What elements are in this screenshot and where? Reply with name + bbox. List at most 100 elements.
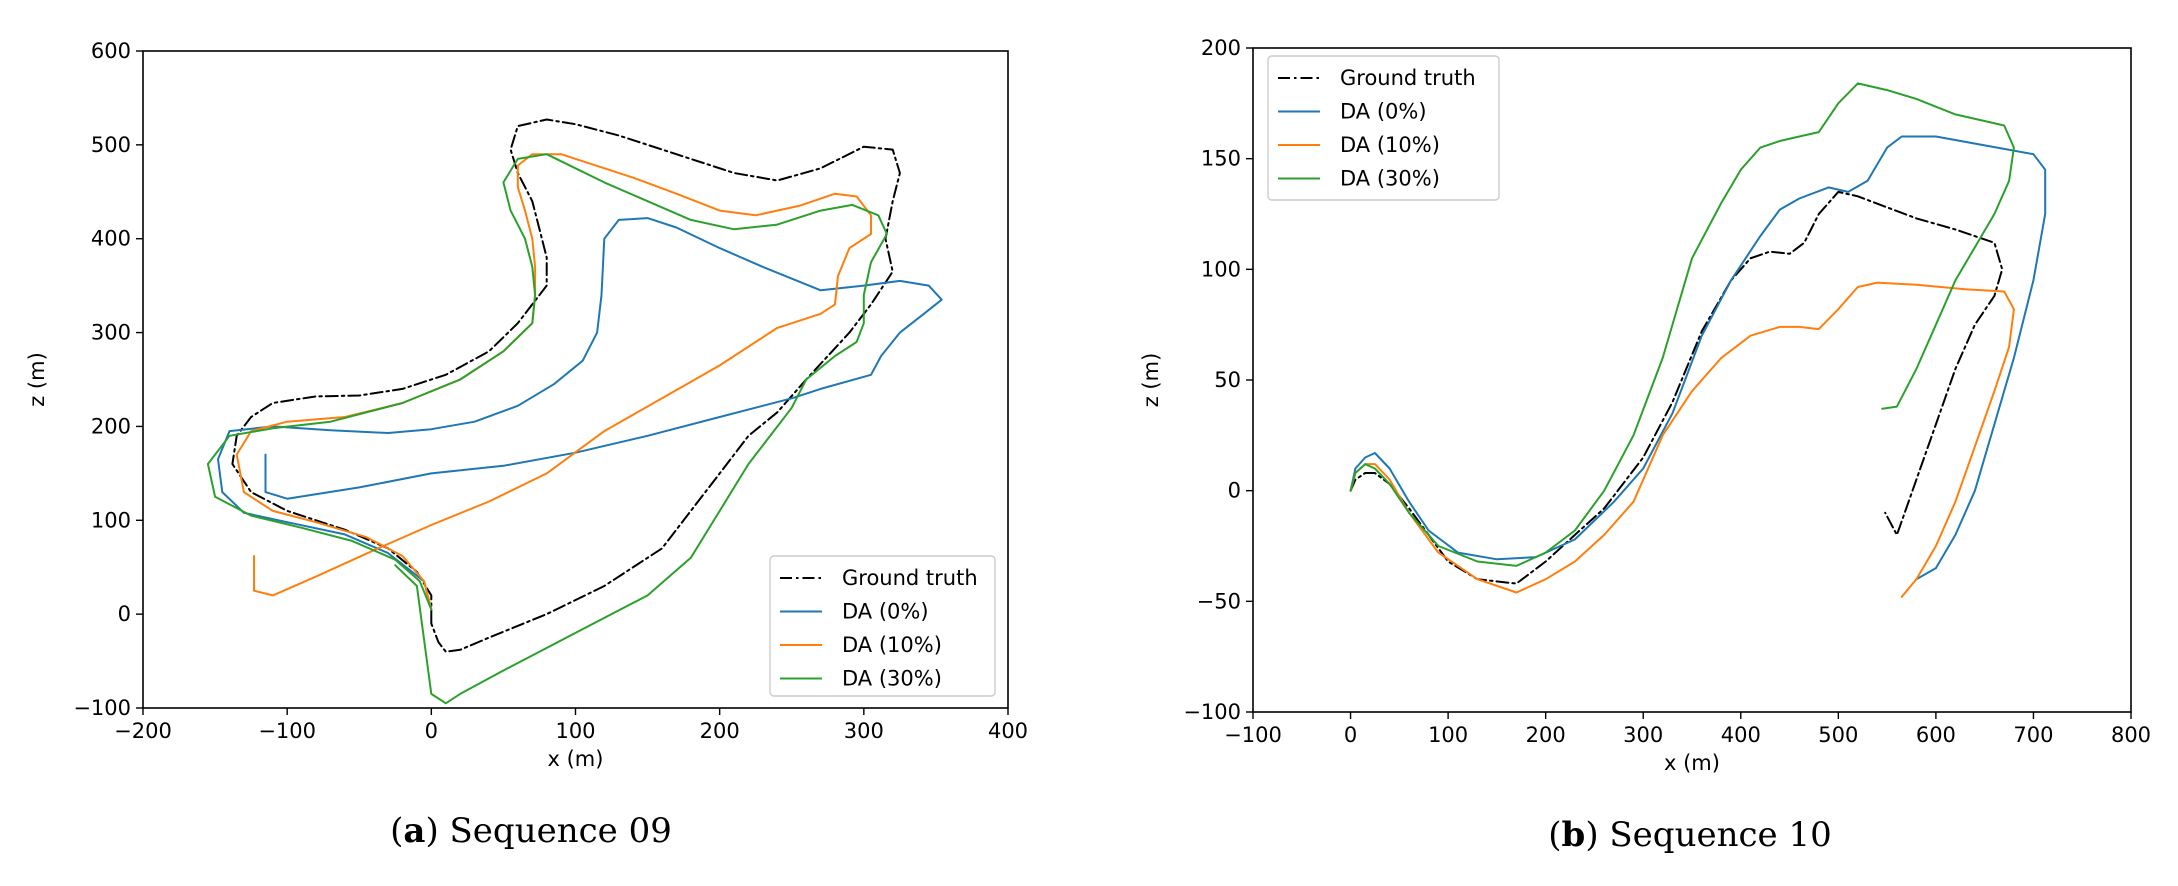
- x-tick-label: 100: [1428, 723, 1468, 747]
- x-tick: −200: [114, 708, 172, 743]
- legend-entry: DA (10%): [842, 633, 942, 657]
- legend-entry: Ground truth: [1340, 66, 1476, 90]
- y-tick-label: 500: [91, 133, 131, 157]
- chart-panel-a: −200 −100 0 100 200 300 400−100010020030040050…: [25, 39, 1028, 851]
- x-tick-label: 200: [1526, 723, 1566, 747]
- y-tick-label: 400: [91, 227, 131, 251]
- x-tick-label: 300: [844, 719, 884, 743]
- x-tick-label: 500: [1818, 723, 1858, 747]
- y-tick-label: 0: [118, 602, 131, 626]
- caption-text: ) Sequence 09: [425, 811, 671, 851]
- y-axis-label: z (m): [25, 352, 49, 407]
- legend-entry: DA (0%): [842, 600, 929, 624]
- x-tick: 100: [1428, 712, 1468, 747]
- legend-entry: DA (0%): [1340, 100, 1427, 124]
- y-tick: 600: [91, 39, 143, 63]
- figure-caption: (a) Sequence 09: [390, 811, 672, 851]
- x-tick: 300: [1623, 712, 1663, 747]
- y-tick-label: 0: [1228, 479, 1241, 503]
- legend-box: [1267, 55, 1500, 201]
- legend-entry: DA (30%): [1340, 167, 1440, 191]
- x-tick-label: −100: [258, 719, 316, 743]
- x-tick-label: 400: [988, 719, 1028, 743]
- y-tick: 300: [91, 321, 143, 345]
- series-line-ground-truth: [231, 118, 901, 653]
- y-tick-label: −100: [1183, 700, 1241, 724]
- x-tick: 300: [844, 708, 884, 743]
- y-tick: 100: [1201, 257, 1253, 281]
- y-tick-label: 150: [1201, 147, 1241, 171]
- caption-text: ) Sequence 10: [1585, 815, 1831, 855]
- x-tick: 200: [1526, 712, 1566, 747]
- series-line-da-10: [1349, 281, 2015, 598]
- y-tick: 200: [91, 414, 143, 438]
- x-tick: 700: [2013, 712, 2053, 747]
- y-tick: 500: [91, 133, 143, 157]
- y-tick-label: −100: [73, 696, 131, 720]
- series-line-da-0: [217, 217, 943, 611]
- x-axis-label: x (m): [1664, 751, 1720, 775]
- legend-entry: Ground truth: [842, 566, 978, 590]
- x-tick: 100: [555, 708, 596, 743]
- y-tick-label: 100: [91, 508, 131, 532]
- x-tick-label: −100: [1224, 723, 1282, 747]
- y-tick: 150: [1201, 147, 1253, 171]
- x-tick-label: 0: [1344, 723, 1357, 747]
- y-tick: 400: [91, 227, 143, 251]
- x-tick-label: 700: [2013, 723, 2053, 747]
- legend: Ground truth DA (0%) DA (10%) DA (30%): [769, 555, 996, 697]
- y-tick-label: 200: [1201, 36, 1241, 60]
- y-tick: −50: [1197, 589, 1253, 613]
- x-axis-label: x (m): [548, 747, 604, 771]
- y-tick: −100: [1183, 700, 1253, 724]
- x-tick: 400: [1721, 712, 1761, 747]
- y-tick: 100: [91, 508, 143, 532]
- caption-letter: a: [403, 811, 425, 851]
- y-tick-label: 300: [91, 321, 131, 345]
- y-tick: 0: [1228, 479, 1253, 503]
- y-tick-label: 100: [1201, 257, 1241, 281]
- y-tick: 50: [1214, 368, 1253, 392]
- x-tick-label: 200: [700, 719, 740, 743]
- series-line-ground-truth: [1349, 190, 2004, 585]
- x-tick: 200: [700, 708, 740, 743]
- y-tick: 0: [118, 602, 143, 626]
- y-tick-label: 600: [91, 39, 131, 63]
- x-tick-label: 300: [1623, 723, 1663, 747]
- legend: Ground truth DA (0%) DA (10%) DA (30%): [1267, 55, 1500, 201]
- x-tick-label: 400: [1721, 723, 1761, 747]
- x-tick: 0: [1344, 712, 1357, 747]
- y-tick: −100: [73, 696, 143, 720]
- x-tick: 500: [1818, 712, 1858, 747]
- x-tick: 400: [988, 708, 1028, 743]
- x-tick-label: 800: [2111, 723, 2151, 747]
- series-line-da-0: [1349, 135, 2047, 581]
- y-tick: 200: [1201, 36, 1253, 60]
- x-tick-label: 0: [425, 719, 438, 743]
- chart-panel-b: −100 0 100 200 300 400 500 600 700 800 −100 −50 0 50 1…: [1139, 36, 2151, 855]
- series-group: [206, 118, 943, 705]
- x-tick: −100: [1224, 712, 1282, 747]
- legend-entry: DA (30%): [842, 667, 942, 691]
- y-tick-label: 50: [1214, 368, 1241, 392]
- x-tick: 0: [425, 708, 438, 743]
- series-line-da-30: [206, 153, 888, 705]
- legend-entry: DA (10%): [1340, 133, 1440, 157]
- legend-box: [769, 555, 996, 697]
- y-axis-label: z (m): [1139, 353, 1163, 408]
- x-tick-label: 100: [555, 719, 595, 743]
- x-tick-label: −200: [114, 719, 172, 743]
- x-tick-label: 600: [1916, 723, 1956, 747]
- series-group: [1349, 82, 2047, 598]
- x-tick: 600: [1916, 712, 1956, 747]
- series-line-da-30: [1349, 82, 2015, 567]
- caption-open: (: [390, 811, 403, 851]
- caption-open: (: [1548, 815, 1561, 855]
- x-tick: −100: [258, 708, 316, 743]
- y-tick-label: 200: [91, 414, 131, 438]
- y-tick-label: −50: [1197, 589, 1241, 613]
- figure-caption: (b) Sequence 10: [1548, 815, 1831, 855]
- caption-letter: b: [1562, 815, 1586, 855]
- x-tick: 800: [2111, 712, 2151, 747]
